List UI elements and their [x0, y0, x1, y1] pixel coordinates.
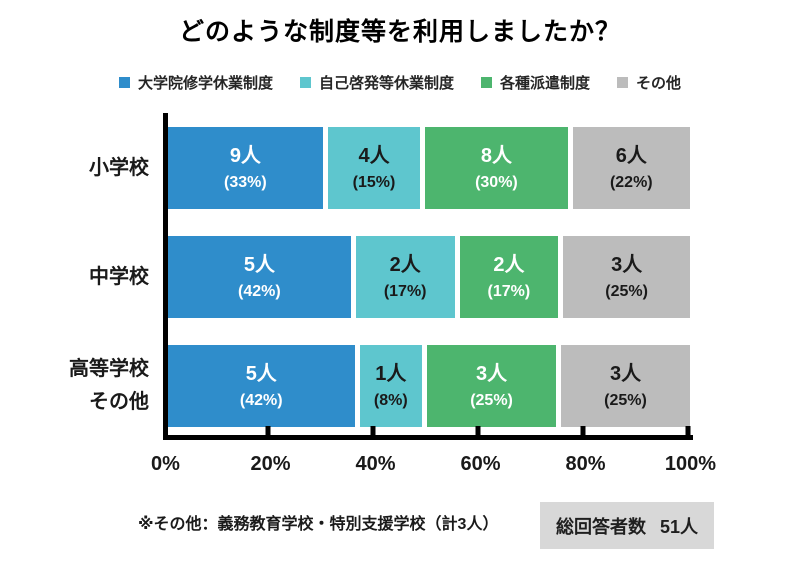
legend-swatch-icon — [118, 77, 130, 88]
legend-label: 自己啓発等休業制度 — [318, 75, 454, 92]
legend-item: 自己啓発等休業制度 — [299, 72, 454, 93]
segment-percent: (8%) — [373, 391, 408, 409]
x-tick-label: 40% — [355, 453, 396, 475]
segment-count: 3人 — [475, 362, 508, 385]
segment-percent: (17%) — [383, 282, 427, 300]
x-tick-label: 0% — [151, 453, 180, 475]
segment-count: 1人 — [375, 362, 407, 385]
bar-segment: 3人 (25%) — [427, 345, 557, 427]
bar-segment: 2人 (17%) — [459, 236, 559, 318]
category-labels: 小学校中学校高等学校 その他 — [0, 113, 163, 440]
bar-row: 5人 (42%) 1人 (8%) 3人 (25%) 3人 (25%) — [168, 345, 691, 427]
legend-label: その他 — [636, 75, 682, 92]
axis-tick — [370, 426, 376, 435]
segment-count: 5人 — [245, 362, 277, 385]
bar-segment: 4人 (15%) — [327, 127, 421, 209]
axis-tick — [580, 426, 586, 435]
chart-title: どのような制度等を利用しましたか？ — [178, 18, 621, 46]
bar-segment: 3人 (25%) — [563, 236, 691, 318]
x-tick-label: 80% — [565, 453, 606, 475]
bar-segment: 3人 (25%) — [561, 345, 691, 427]
bar-segment: 2人 (17%) — [355, 236, 455, 318]
segment-count: 9人 — [229, 144, 261, 167]
bar-segment: 9人 (33%) — [168, 127, 323, 209]
segment-percent: (15%) — [352, 173, 396, 191]
legend-swatch-icon — [481, 77, 492, 88]
legend: 大学院修学休業制度 自己啓発等休業制度 各種派遣制度 その他 — [0, 72, 800, 93]
badge-value: 51人 — [659, 516, 699, 537]
segment-count: 5人 — [243, 253, 275, 276]
segment-percent: (25%) — [470, 391, 513, 409]
legend-item: その他 — [617, 72, 681, 93]
axis-tick — [685, 426, 691, 435]
segment-percent: (25%) — [605, 282, 648, 300]
bar-row: 9人 (33%) 4人 (15%) 8人 (30%) 6人 (22%) — [168, 127, 690, 209]
segment-percent: (30%) — [475, 173, 518, 191]
footnote: ※その他：義務教育学校・特別支援学校（計3人） — [138, 516, 499, 533]
bar-rows: 9人 (33%) 4人 (15%) 8人 (30%) 6人 (22%) 5人 (42%) 2人 (17… — [168, 127, 691, 427]
y-axis-line — [163, 113, 168, 440]
segment-percent: (33%) — [224, 173, 267, 191]
segment-count: 8人 — [480, 144, 512, 167]
legend-swatch-icon — [299, 77, 311, 88]
axis-tick — [475, 426, 481, 435]
plot-area: 9人 (33%) 4人 (15%) 8人 (30%) 6人 (22%) 5人 (42%) 2人 (17… — [163, 113, 700, 440]
legend-label: 各種派遣制度 — [500, 75, 591, 92]
segment-percent: (42%) — [238, 282, 281, 300]
segment-count: 4人 — [358, 144, 390, 167]
segment-percent: (42%) — [239, 391, 283, 409]
category-label: 高等学校 その他 — [69, 358, 149, 413]
bar-segment: 5人 (42%) — [168, 345, 355, 427]
x-tick-label: 20% — [250, 453, 291, 475]
legend-label: 大学院修学休業制度 — [137, 75, 273, 92]
segment-count: 2人 — [389, 253, 421, 276]
segment-count: 6人 — [615, 144, 647, 167]
segment-count: 3人 — [611, 253, 643, 276]
stacked-bar-chart: 小学校中学校高等学校 その他 9人 (33%) 4人 (15%) 8人 (30%) 6人 (2… — [0, 113, 800, 440]
segment-percent: (25%) — [604, 391, 647, 409]
segment-count: 3人 — [609, 362, 642, 385]
category-label: 中学校 — [89, 265, 149, 288]
segment-percent: (22%) — [609, 173, 653, 191]
bar-segment: 8人 (30%) — [425, 127, 568, 209]
total-respondents-badge: 総回答者数 51人 — [540, 502, 714, 549]
x-tick-label: 60% — [460, 453, 501, 475]
segment-percent: (17%) — [487, 282, 531, 300]
x-tick-label: 100% — [664, 453, 717, 475]
segment-count: 2人 — [493, 253, 525, 276]
bar-segment: 6人 (22%) — [572, 127, 690, 209]
legend-swatch-icon — [617, 77, 629, 88]
axis-tick — [265, 426, 271, 435]
bar-segment: 1人 (8%) — [359, 345, 423, 427]
x-axis-labels: 0% 20% 40% 60% 80% 100% — [0, 453, 800, 483]
legend-item: 各種派遣制度 — [481, 72, 590, 93]
legend-item: 大学院修学休業制度 — [118, 72, 273, 93]
category-label: 小学校 — [89, 156, 149, 179]
x-axis-line — [163, 435, 693, 440]
badge-label: 総回答者数 — [555, 516, 646, 537]
bar-row: 5人 (42%) 2人 (17%) 2人 (17%) 3人 (25%) — [168, 236, 691, 318]
bar-segment: 5人 (42%) — [168, 236, 351, 318]
